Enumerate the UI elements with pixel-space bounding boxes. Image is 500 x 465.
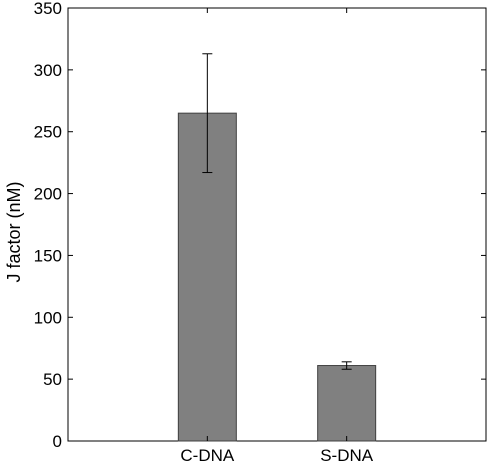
y-tick-label: 250: [34, 123, 62, 142]
y-tick-label: 300: [34, 61, 62, 80]
x-tick-label: C-DNA: [180, 446, 234, 465]
y-tick-label: 200: [34, 185, 62, 204]
bar: [317, 365, 377, 442]
x-tick-label: S-DNA: [320, 446, 374, 465]
y-tick-label: 350: [34, 0, 62, 18]
y-axis-label: J factor (nM): [4, 181, 24, 282]
y-tick-label: 150: [34, 246, 62, 265]
y-tick-label: 0: [53, 432, 62, 451]
y-tick-label: 100: [34, 308, 62, 327]
plot-frame: [67, 7, 487, 442]
y-tick-label: 50: [43, 370, 62, 389]
plot-area: 0 50 100 150 200 250 300 350 C-DNA S-DNA: [34, 0, 487, 465]
